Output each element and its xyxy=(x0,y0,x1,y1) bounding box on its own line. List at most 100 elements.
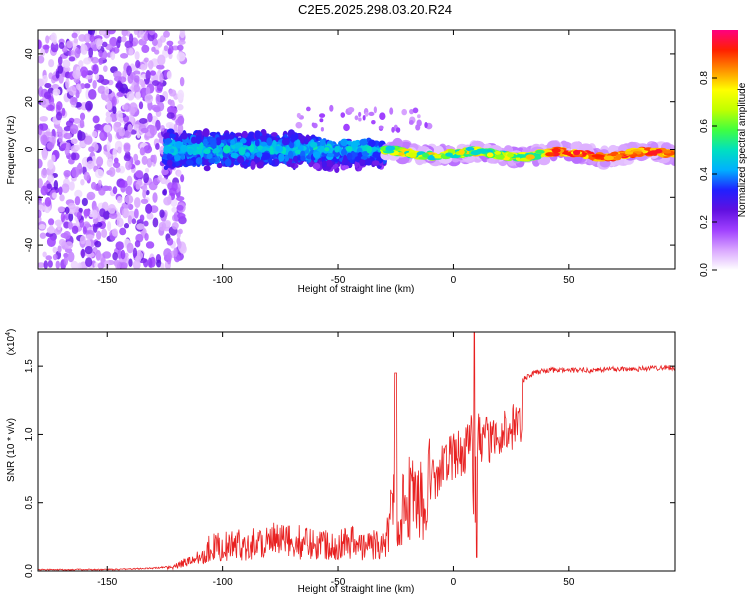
spectrogram-cell xyxy=(147,60,154,70)
spectrogram-cell xyxy=(74,144,81,151)
spectrogram-cell xyxy=(69,96,78,106)
spectrogram-cell xyxy=(96,230,102,240)
x-tick-label: -50 xyxy=(331,577,346,588)
spectrogram-cell xyxy=(156,64,165,70)
spectrogram-cell xyxy=(94,73,100,81)
snr-x-axis: -150 -100 -50 0 50 xyxy=(97,332,575,588)
y-tick-label: 0 xyxy=(24,146,35,152)
spectrogram-cell xyxy=(138,117,148,124)
spectrogram-cell xyxy=(177,212,186,220)
y-tick-label: 1.5 xyxy=(24,359,35,373)
spectrogram-cell xyxy=(254,139,260,147)
spectrogram-cell xyxy=(379,112,386,121)
x-tick-label: -150 xyxy=(97,577,117,588)
spectrogram-cell xyxy=(95,156,104,167)
spectrogram-cell xyxy=(340,138,349,147)
spectrogram-cell xyxy=(58,132,63,143)
spectrogram-cell xyxy=(107,185,112,192)
spectrogram-cell xyxy=(166,237,174,246)
spectrogram-cell xyxy=(311,122,315,127)
spectrogram-cell xyxy=(52,246,58,254)
spectrogram-cell xyxy=(372,151,380,158)
spectrogram-cell xyxy=(212,149,218,154)
spectrogram-cell xyxy=(71,225,79,234)
spectrogram-cell xyxy=(378,125,384,130)
spectrogram-cell xyxy=(112,147,118,158)
spectrogram-cell xyxy=(146,212,154,220)
spectrogram-cell xyxy=(174,153,180,162)
spectrogram-cell xyxy=(296,112,301,119)
spectrogram-cell xyxy=(152,192,158,203)
spectrogram-cell xyxy=(147,112,153,123)
spectrogram-cell xyxy=(45,35,50,44)
colorbar-gradient xyxy=(712,30,738,270)
spectrogram-cell xyxy=(43,260,48,269)
spectrogram-y-axis: -40 -20 0 20 40 xyxy=(24,48,675,252)
spectrogram-cell xyxy=(46,183,52,190)
spectrogram-cell xyxy=(159,209,165,218)
spectrogram-cell xyxy=(163,145,170,154)
spectrogram-cell xyxy=(95,249,102,261)
spectrogram-cell xyxy=(84,245,93,255)
spectrogram-cell xyxy=(83,208,91,217)
spectrogram-cell xyxy=(284,154,290,162)
spectrogram-cell xyxy=(67,221,73,230)
spectrogram-cell xyxy=(168,89,177,97)
spectrogram-cell xyxy=(266,137,273,146)
spectrogram-cell xyxy=(104,86,110,96)
spectrogram-cell xyxy=(312,162,321,170)
spectrogram-cell xyxy=(106,30,116,35)
spectrogram-cell xyxy=(151,80,160,86)
spectrogram-cell xyxy=(458,149,465,155)
spectrogram-cell xyxy=(424,121,428,129)
spectrogram-cell xyxy=(389,107,394,115)
spectrogram-cell xyxy=(46,236,56,248)
spectrogram-cell xyxy=(372,160,380,167)
spectrogram-cell xyxy=(319,139,326,146)
spectrogram-cell xyxy=(134,197,141,208)
spectrogram-cell xyxy=(58,186,63,196)
spectrogram-cell xyxy=(165,121,175,129)
spectrogram-cell xyxy=(278,153,285,162)
spectrogram-cell xyxy=(55,111,63,121)
spectrogram-cell xyxy=(136,223,145,230)
colorbar-tick-label: 0.0 xyxy=(699,263,710,277)
spectrogram-cell xyxy=(346,152,353,161)
spectrogram-cell xyxy=(160,177,167,185)
x-tick-label: -100 xyxy=(213,577,233,588)
spectrogram-cell xyxy=(56,101,63,111)
spectrogram-cell xyxy=(166,154,172,160)
spectrogram-cell xyxy=(166,252,172,262)
spectrogram-cell xyxy=(350,140,358,150)
spectrogram-cell xyxy=(69,124,79,135)
spectrogram-cell xyxy=(275,145,280,152)
spectrogram-cell xyxy=(123,154,131,162)
spectrogram-cell xyxy=(42,44,50,50)
spectrogram-cell xyxy=(354,160,359,169)
spectrogram-cell xyxy=(299,144,304,152)
spectrogram-cell xyxy=(152,154,157,164)
spectrogram-cell xyxy=(40,134,48,146)
spectrogram-cell xyxy=(163,165,169,171)
spectrogram-cell xyxy=(408,120,414,125)
spectrogram-cell xyxy=(169,133,177,139)
spectrogram-cell xyxy=(115,167,121,173)
spectrogram-cell xyxy=(164,138,173,144)
spectrogram-cell xyxy=(515,154,528,158)
spectrogram-cell xyxy=(203,148,211,154)
spectrogram-cell xyxy=(269,145,274,155)
spectrogram-cell xyxy=(83,57,92,65)
spectrogram-cell xyxy=(259,135,267,141)
x-tick-label: -100 xyxy=(213,275,233,286)
spectrogram-cell xyxy=(412,107,419,114)
spectrogram-cell xyxy=(106,141,111,152)
spectrogram-cell xyxy=(180,174,185,183)
spectrogram-cell xyxy=(154,49,160,55)
spectrogram-cell xyxy=(143,57,149,63)
spectrogram-cell xyxy=(103,124,112,133)
spectrogram-cell xyxy=(368,139,376,148)
spectrogram-cell xyxy=(128,47,134,56)
spectrogram-cell xyxy=(177,240,182,250)
spectrogram-cell xyxy=(155,143,160,150)
